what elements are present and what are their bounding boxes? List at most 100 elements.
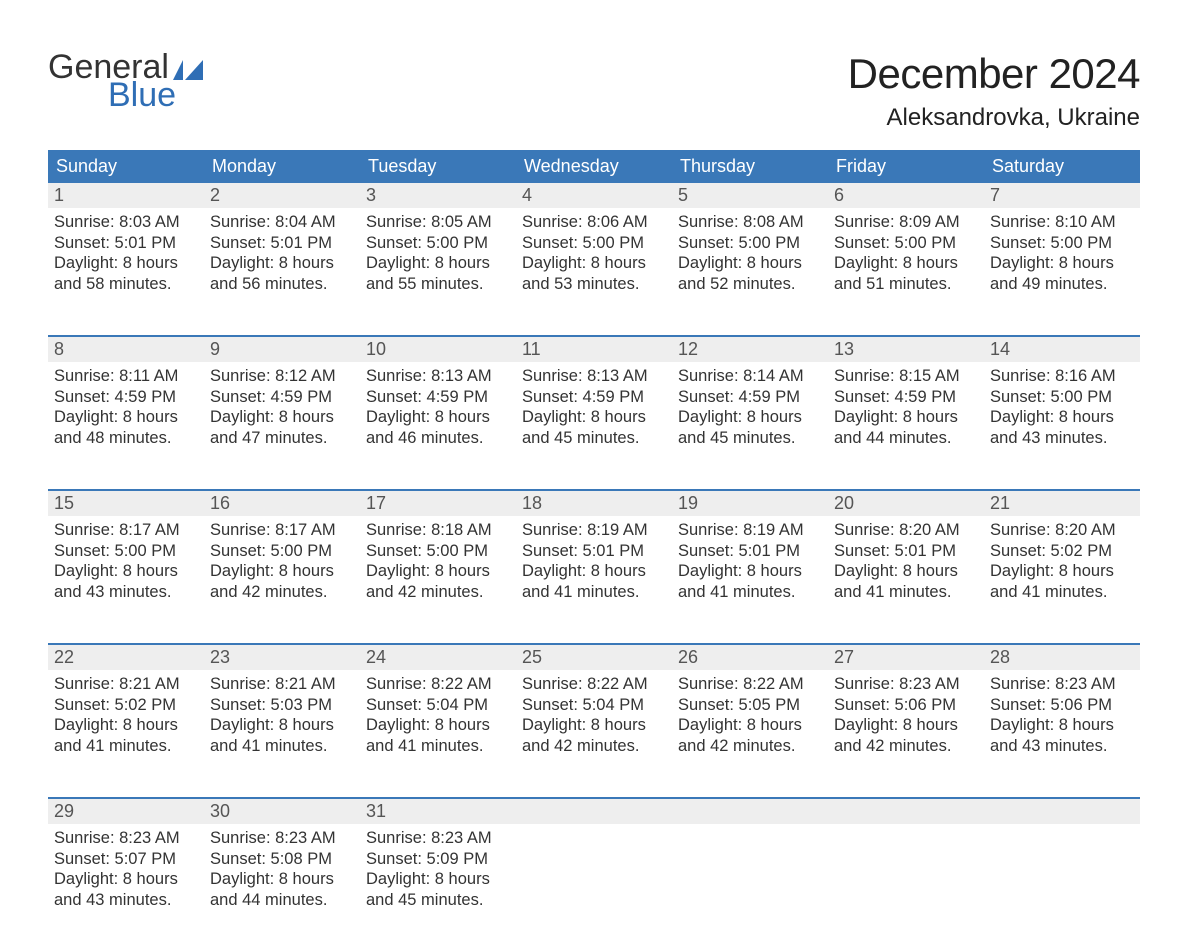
daynum-row: 293031 xyxy=(48,799,1140,824)
sunset-line: Sunset: 4:59 PM xyxy=(366,387,510,408)
day-number-cell: 9 xyxy=(204,337,360,362)
week-row: Sunrise: 8:11 AMSunset: 4:59 PMDaylight:… xyxy=(48,362,1140,490)
day-body: Sunrise: 8:17 AMSunset: 5:00 PMDaylight:… xyxy=(48,516,204,611)
day-body: Sunrise: 8:08 AMSunset: 5:00 PMDaylight:… xyxy=(672,208,828,303)
day-number-cell: 7 xyxy=(984,183,1140,208)
daylight-line: Daylight: 8 hours and 47 minutes. xyxy=(210,407,354,448)
day-number-cell: 26 xyxy=(672,645,828,670)
day-number: 16 xyxy=(204,491,360,516)
day-number-cell: 19 xyxy=(672,491,828,516)
day-number-cell: 23 xyxy=(204,645,360,670)
sunset-line: Sunset: 5:00 PM xyxy=(366,233,510,254)
sunrise-line: Sunrise: 8:05 AM xyxy=(366,212,510,233)
day-body: Sunrise: 8:05 AMSunset: 5:00 PMDaylight:… xyxy=(360,208,516,303)
daylight-line: Daylight: 8 hours and 41 minutes. xyxy=(678,561,822,602)
sunset-line: Sunset: 5:00 PM xyxy=(990,387,1134,408)
sunrise-line: Sunrise: 8:17 AM xyxy=(54,520,198,541)
sunset-line: Sunset: 5:04 PM xyxy=(522,695,666,716)
day-cell xyxy=(828,824,984,952)
day-cell: Sunrise: 8:21 AMSunset: 5:03 PMDaylight:… xyxy=(204,670,360,798)
day-number: 18 xyxy=(516,491,672,516)
sunrise-line: Sunrise: 8:12 AM xyxy=(210,366,354,387)
day-number-cell: 22 xyxy=(48,645,204,670)
sunrise-line: Sunrise: 8:22 AM xyxy=(522,674,666,695)
day-number: 15 xyxy=(48,491,204,516)
day-cell: Sunrise: 8:08 AMSunset: 5:00 PMDaylight:… xyxy=(672,208,828,336)
day-number-cell: 21 xyxy=(984,491,1140,516)
day-number: 8 xyxy=(48,337,204,362)
day-number: 13 xyxy=(828,337,984,362)
brand-blue: Blue xyxy=(108,78,203,112)
day-cell: Sunrise: 8:23 AMSunset: 5:07 PMDaylight:… xyxy=(48,824,204,952)
day-number-cell: 20 xyxy=(828,491,984,516)
title-block: December 2024 Aleksandrovka, Ukraine xyxy=(848,50,1140,132)
day-cell: Sunrise: 8:23 AMSunset: 5:08 PMDaylight:… xyxy=(204,824,360,952)
day-body: Sunrise: 8:23 AMSunset: 5:09 PMDaylight:… xyxy=(360,824,516,919)
daylight-line: Daylight: 8 hours and 41 minutes. xyxy=(834,561,978,602)
day-number: 24 xyxy=(360,645,516,670)
sunrise-line: Sunrise: 8:21 AM xyxy=(210,674,354,695)
day-cell: Sunrise: 8:13 AMSunset: 4:59 PMDaylight:… xyxy=(516,362,672,490)
sunset-line: Sunset: 5:01 PM xyxy=(678,541,822,562)
sunset-line: Sunset: 5:02 PM xyxy=(54,695,198,716)
sunset-line: Sunset: 5:08 PM xyxy=(210,849,354,870)
sunset-line: Sunset: 5:00 PM xyxy=(834,233,978,254)
daylight-line: Daylight: 8 hours and 43 minutes. xyxy=(54,561,198,602)
day-number: 17 xyxy=(360,491,516,516)
day-number-cell xyxy=(672,799,828,824)
calendar-body: 1234567Sunrise: 8:03 AMSunset: 5:01 PMDa… xyxy=(48,183,1140,952)
day-body: Sunrise: 8:19 AMSunset: 5:01 PMDaylight:… xyxy=(516,516,672,611)
day-cell: Sunrise: 8:16 AMSunset: 5:00 PMDaylight:… xyxy=(984,362,1140,490)
day-body: Sunrise: 8:09 AMSunset: 5:00 PMDaylight:… xyxy=(828,208,984,303)
location-subtitle: Aleksandrovka, Ukraine xyxy=(848,104,1140,132)
day-number: 25 xyxy=(516,645,672,670)
day-number: 14 xyxy=(984,337,1140,362)
day-header: Sunday xyxy=(48,150,204,183)
day-cell xyxy=(516,824,672,952)
day-number: 3 xyxy=(360,183,516,208)
day-number-cell: 11 xyxy=(516,337,672,362)
daylight-line: Daylight: 8 hours and 41 minutes. xyxy=(522,561,666,602)
daylight-line: Daylight: 8 hours and 42 minutes. xyxy=(678,715,822,756)
day-cell: Sunrise: 8:10 AMSunset: 5:00 PMDaylight:… xyxy=(984,208,1140,336)
day-body: Sunrise: 8:22 AMSunset: 5:04 PMDaylight:… xyxy=(360,670,516,765)
day-number: 27 xyxy=(828,645,984,670)
daylight-line: Daylight: 8 hours and 44 minutes. xyxy=(834,407,978,448)
day-number-cell: 2 xyxy=(204,183,360,208)
day-body: Sunrise: 8:22 AMSunset: 5:05 PMDaylight:… xyxy=(672,670,828,765)
day-number-cell: 30 xyxy=(204,799,360,824)
sunset-line: Sunset: 4:59 PM xyxy=(834,387,978,408)
brand-flag-icon xyxy=(173,60,203,80)
sunrise-line: Sunrise: 8:08 AM xyxy=(678,212,822,233)
week-row: Sunrise: 8:21 AMSunset: 5:02 PMDaylight:… xyxy=(48,670,1140,798)
sunset-line: Sunset: 5:01 PM xyxy=(54,233,198,254)
daylight-line: Daylight: 8 hours and 49 minutes. xyxy=(990,253,1134,294)
day-number: 1 xyxy=(48,183,204,208)
day-cell: Sunrise: 8:23 AMSunset: 5:06 PMDaylight:… xyxy=(828,670,984,798)
day-body: Sunrise: 8:18 AMSunset: 5:00 PMDaylight:… xyxy=(360,516,516,611)
daylight-line: Daylight: 8 hours and 43 minutes. xyxy=(990,715,1134,756)
sunset-line: Sunset: 5:01 PM xyxy=(834,541,978,562)
day-number-cell: 4 xyxy=(516,183,672,208)
daynum-row: 891011121314 xyxy=(48,337,1140,362)
daylight-line: Daylight: 8 hours and 42 minutes. xyxy=(834,715,978,756)
day-cell: Sunrise: 8:05 AMSunset: 5:00 PMDaylight:… xyxy=(360,208,516,336)
day-number: 6 xyxy=(828,183,984,208)
day-cell: Sunrise: 8:17 AMSunset: 5:00 PMDaylight:… xyxy=(204,516,360,644)
day-cell: Sunrise: 8:14 AMSunset: 4:59 PMDaylight:… xyxy=(672,362,828,490)
day-number: 30 xyxy=(204,799,360,824)
sunrise-line: Sunrise: 8:16 AM xyxy=(990,366,1134,387)
sunset-line: Sunset: 5:03 PM xyxy=(210,695,354,716)
daylight-line: Daylight: 8 hours and 48 minutes. xyxy=(54,407,198,448)
day-number-cell xyxy=(828,799,984,824)
day-body: Sunrise: 8:06 AMSunset: 5:00 PMDaylight:… xyxy=(516,208,672,303)
day-number-cell: 5 xyxy=(672,183,828,208)
day-number: 10 xyxy=(360,337,516,362)
day-cell: Sunrise: 8:18 AMSunset: 5:00 PMDaylight:… xyxy=(360,516,516,644)
daylight-line: Daylight: 8 hours and 45 minutes. xyxy=(366,869,510,910)
daylight-line: Daylight: 8 hours and 41 minutes. xyxy=(54,715,198,756)
day-number: 12 xyxy=(672,337,828,362)
day-number: 28 xyxy=(984,645,1140,670)
sunrise-line: Sunrise: 8:20 AM xyxy=(834,520,978,541)
sunset-line: Sunset: 5:00 PM xyxy=(210,541,354,562)
